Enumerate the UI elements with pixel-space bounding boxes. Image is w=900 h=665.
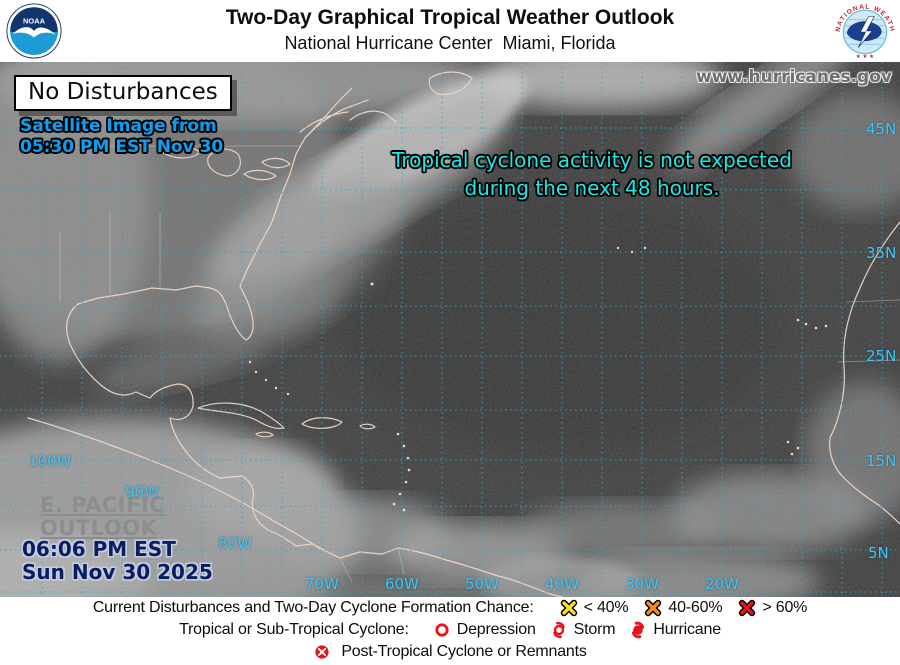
legend-bar: Current Disturbances and Two-Day Cyclone… [0, 597, 900, 665]
satellite-caption-line2: 05:30 PM EST Nov 30 [20, 137, 224, 157]
latlon-grid [0, 62, 900, 597]
issued-timestamp-line2: Sun Nov 30 2025 [22, 560, 213, 584]
lat-label-35n: 35N [866, 244, 897, 262]
lat-label-45n: 45N [866, 120, 897, 138]
legend-chance-high: > 60% [738, 599, 807, 617]
lon-label-90w: 90W [125, 483, 159, 501]
website-watermark: www.hurricanes.gov [696, 67, 892, 87]
noaa-logo: NOAA [6, 3, 62, 59]
legend-post-tropical-row: Post-Tropical Cyclone or Remnants [0, 643, 900, 661]
legend-formation-label: Current Disturbances and Two-Day Cyclone… [92, 599, 534, 616]
issued-timestamp: 06:06 PM EST Sun Nov 30 2025 [22, 538, 213, 584]
satellite-image [0, 62, 900, 597]
status-box: No Disturbances [14, 75, 232, 111]
satellite-grain [0, 62, 900, 597]
legend-hurricane: Hurricane [629, 621, 721, 639]
lon-label-20w: 20W [705, 575, 739, 593]
legend-cyclone-row: Tropical or Sub-Tropical Cyclone: Depres… [0, 621, 900, 639]
legend-storm-label: Storm [573, 621, 616, 638]
epacific-outlook-link[interactable]: E. PACIFIC OUTLOOK [40, 494, 165, 540]
outlook-message-line1: Tropical cyclone activity is not expecte… [392, 148, 792, 172]
legend-chance-medium-label: 40-60% [668, 599, 723, 616]
satellite-caption-line1: Satellite Image from [20, 116, 217, 136]
epacific-outlook-link-line2: OUTLOOK [40, 516, 158, 540]
nws-stars: ★ ★ ★ [856, 53, 874, 60]
legend-formation-row: Current Disturbances and Two-Day Cyclone… [0, 599, 900, 617]
outlook-message-line2: during the next 48 hours. [464, 176, 720, 200]
post-tropical-icon [315, 645, 329, 659]
lon-label-30w: 30W [625, 575, 659, 593]
page-title: Two-Day Graphical Tropical Weather Outlo… [225, 6, 675, 29]
legend-cyclone-label: Tropical or Sub-Tropical Cyclone: [179, 621, 409, 638]
legend-hurricane-label: Hurricane [653, 621, 721, 638]
legend-depression-label: Depression [456, 621, 536, 638]
hurricane-icon [632, 621, 645, 639]
coastlines [27, 71, 900, 597]
low-chance-x-icon [560, 599, 577, 617]
legend-post-tropical-label: Post-Tropical Cyclone or Remnants [341, 643, 587, 660]
lon-label-50w: 50W [465, 575, 499, 593]
noaa-logo-text: NOAA [23, 17, 46, 26]
epacific-outlook-link-line1: E. PACIFIC [40, 493, 166, 517]
lon-label-60w: 60W [385, 575, 419, 593]
depression-icon [435, 623, 449, 637]
legend-chance-low-label: < 40% [583, 599, 629, 616]
header-bar: NOAA Two-Day Graphical Tropical Weather … [0, 0, 900, 63]
lat-label-5n: 5N [868, 544, 889, 562]
tropical-storm-icon [552, 621, 565, 639]
legend-depression: Depression [433, 621, 536, 639]
legend-storm: Storm [550, 621, 616, 639]
lat-label-25n: 25N [866, 347, 897, 365]
islands [248, 246, 828, 512]
outlook-message: Tropical cyclone activity is not expecte… [350, 146, 834, 202]
legend-chance-high-label: > 60% [762, 599, 808, 616]
satellite-caption: Satellite Image from 05:30 PM EST Nov 30 [20, 116, 223, 158]
lon-label-100w: 100W [28, 452, 72, 470]
legend-chance-medium: 40-60% [644, 599, 723, 617]
lon-label-40w: 40W [545, 575, 579, 593]
issued-timestamp-line1: 06:06 PM EST [22, 537, 176, 561]
lon-label-70w: 70W [305, 575, 339, 593]
medium-chance-x-icon [645, 599, 662, 617]
lon-label-80w: 80W [218, 534, 252, 552]
legend-chance-low: < 40% [560, 599, 629, 617]
borders [59, 145, 900, 583]
satellite-map[interactable]: No Disturbances Satellite Image from 05:… [0, 62, 900, 597]
lat-label-15n: 15N [866, 452, 897, 470]
nws-logo: NATIONAL WEATHER SERVICE ★ ★ ★ [834, 1, 896, 63]
page-subtitle: National Hurricane Center Miami, Florida [284, 33, 616, 53]
high-chance-x-icon [739, 599, 756, 617]
